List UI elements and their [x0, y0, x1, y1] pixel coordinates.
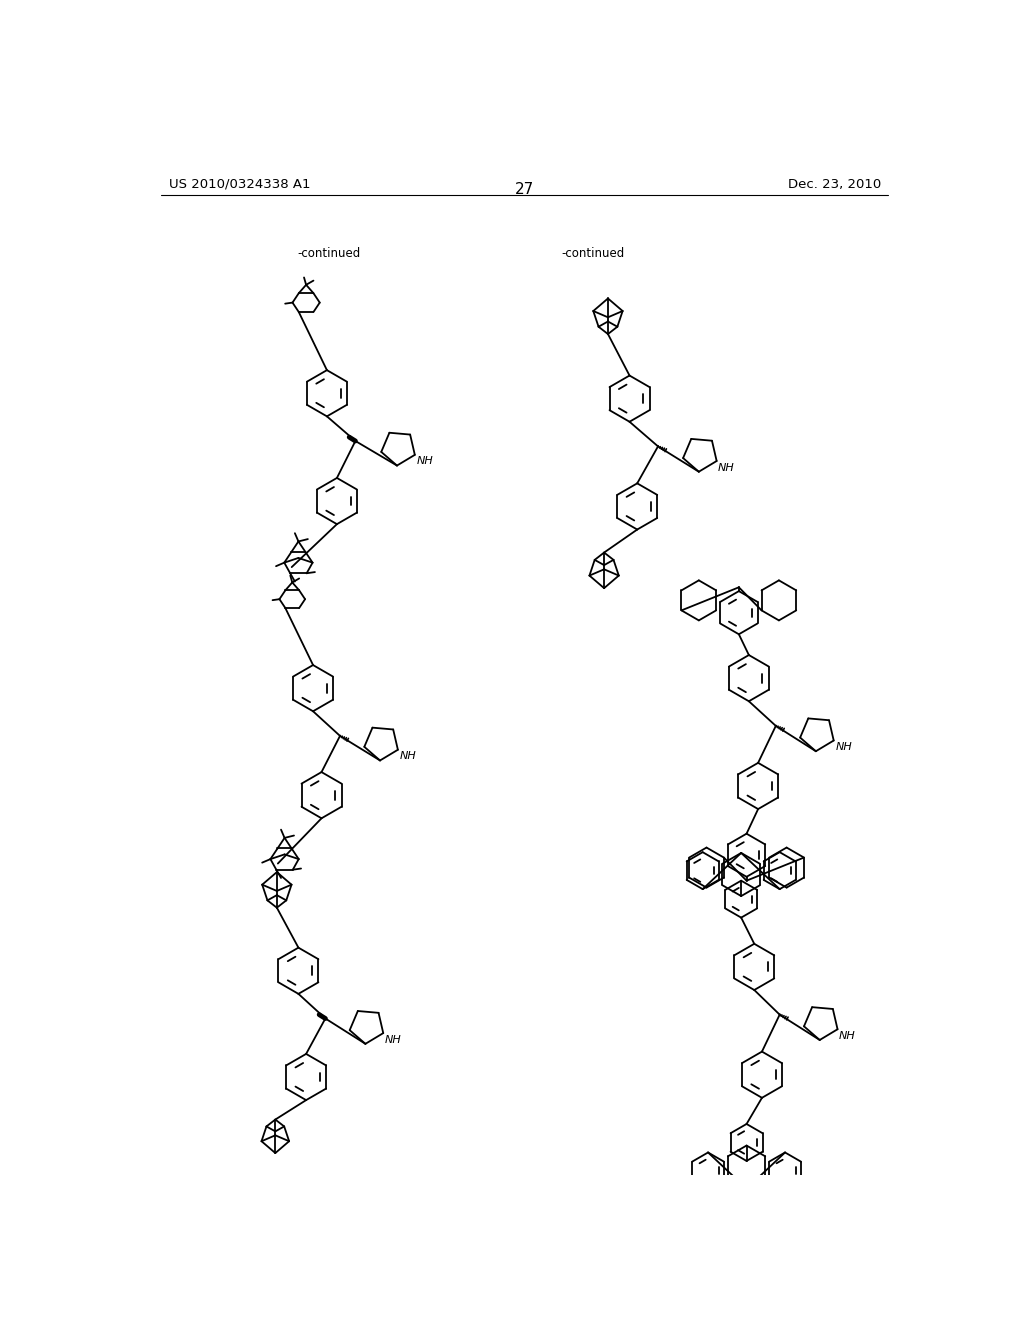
- Text: NH: NH: [385, 1035, 401, 1044]
- Text: -continued: -continued: [298, 247, 360, 260]
- Text: NH: NH: [839, 1031, 856, 1040]
- Text: NH: NH: [417, 457, 433, 466]
- Text: Dec. 23, 2010: Dec. 23, 2010: [788, 178, 882, 190]
- Text: -continued: -continued: [562, 247, 625, 260]
- Text: NH: NH: [836, 742, 852, 752]
- Text: US 2010/0324338 A1: US 2010/0324338 A1: [169, 178, 310, 190]
- Text: NH: NH: [399, 751, 416, 762]
- Text: 27: 27: [515, 182, 535, 197]
- Text: NH: NH: [718, 462, 735, 473]
